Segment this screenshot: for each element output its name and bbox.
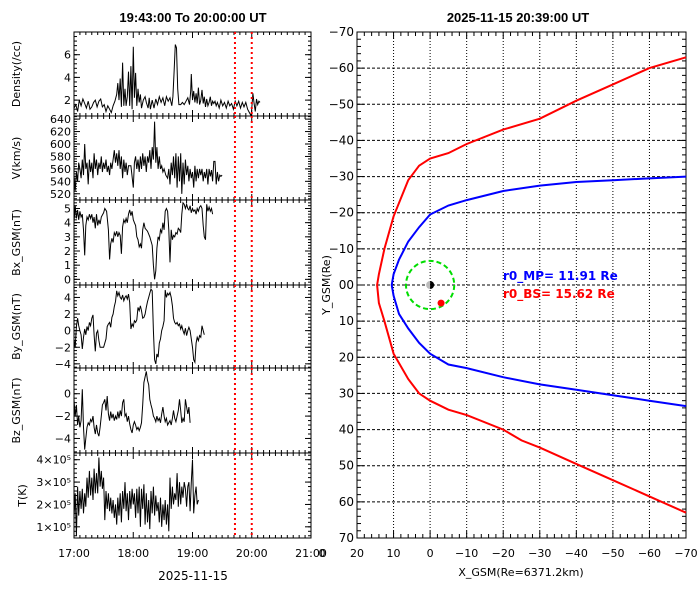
x-tick-label: −20 [492, 547, 515, 560]
x-tick-label: 18:00 [117, 547, 149, 560]
y-tick-label: 50 [339, 459, 354, 473]
y-tick-label: 1 [64, 259, 71, 272]
x-tick-label: −10 [455, 547, 478, 560]
y-tick-label: 520 [50, 188, 71, 201]
satellite-marker [437, 299, 445, 307]
panel-frame [73, 31, 312, 117]
y-tick-label: 1×10⁵ [36, 521, 71, 534]
series-line-density [73, 44, 261, 118]
y-tick-label: 0 [64, 388, 71, 401]
magnetosphere-chart: 20 10 0 −10 −20 −30 −40 −50 −60 −70 0 −70 −60 −50 −40 −… [319, 25, 698, 560]
x-tick-label: −40 [565, 547, 588, 560]
x-tick-label: 17:00 [58, 547, 90, 560]
series-line-by_gsm [73, 287, 205, 365]
earth-day-side-icon [426, 281, 431, 289]
right-ylabel: Y_GSM(Re) [320, 255, 333, 316]
y-tick-label: 4 [64, 217, 71, 230]
y-tick-label: −2 [55, 341, 71, 354]
timeseries-chart: 246Density(/cc)520540560580600620640V(km… [10, 31, 327, 560]
y-tick-label: 560 [50, 163, 71, 176]
x-tick-label: 20 [350, 547, 364, 560]
geosync-orbit-circle [404, 259, 456, 311]
y-tick-label: 620 [50, 126, 71, 139]
y-tick-label: −30 [329, 170, 354, 184]
series-line-velocity [73, 121, 223, 194]
y-tick-label: −50 [329, 97, 354, 111]
y-tick-label: 20 [339, 350, 354, 364]
y-tick-label: −40 [329, 133, 354, 147]
annotation-bs: r0_BS= 15.62 Re [503, 287, 615, 302]
x-tick-label: 21:00 [295, 547, 327, 560]
y-tick-label: −4 [55, 432, 71, 445]
y-tick-label: 580 [50, 150, 71, 163]
panel-bz_gsm: −4 −2 0 Bz_GSM(nT) [10, 367, 312, 454]
y-tick-label: 30 [339, 386, 354, 400]
y-tick-label: 4 [64, 291, 71, 304]
y-axis-label: Bx_GSM(nT) [10, 209, 23, 276]
y-tick-label: 5 [64, 203, 71, 216]
y-tick-label: 10 [339, 314, 354, 328]
y-axis-label: By_GSM(nT) [10, 293, 23, 360]
y-tick-label: 2×10⁵ [36, 498, 71, 511]
y-tick-label: 3×10⁵ [36, 476, 71, 489]
y-tick-label: 2 [64, 245, 71, 258]
x-tick-label: 20:00 [236, 547, 268, 560]
boundary-line-bow_shock [376, 56, 687, 514]
y-axis-label: V(km/s) [10, 137, 23, 180]
y-tick-label: 640 [50, 113, 71, 126]
y-tick-label: −70 [329, 25, 354, 39]
y-tick-label: −2 [55, 410, 71, 423]
panel-frame [73, 367, 312, 454]
earth-night-side-icon [430, 281, 435, 289]
y-tick-label: 600 [50, 138, 71, 151]
y-axis-label: Density(/cc) [10, 41, 23, 107]
x-tick-label: 0 [427, 547, 434, 560]
panel-frame [73, 199, 312, 286]
panel-density: 2 4 6 Density(/cc) [10, 31, 312, 118]
y-tick-label: −60 [329, 61, 354, 75]
y-axis-label: T(K) [16, 484, 29, 508]
y-tick-label: 3 [64, 231, 71, 244]
x-tick-label: 19:00 [177, 547, 209, 560]
panel-by_gsm: −4 −2 0 2 4 By_GSM(nT) [10, 284, 312, 371]
right-xlabel: X_GSM(Re=6371.2km) [458, 566, 583, 579]
left-title: 19:43:00 To 20:00:00 UT [119, 10, 266, 25]
y-tick-label: −10 [329, 242, 354, 256]
x-tick-label: −60 [638, 547, 661, 560]
panel-temperature: 1×10⁵ 2×10⁵ 3×10⁵ 4×10⁵ T(K) [16, 452, 312, 539]
panel-frame [73, 115, 312, 201]
y-tick-label: 4×10⁵ [36, 454, 71, 467]
y-tick-label: 2 [64, 308, 71, 321]
x-tick-label: −30 [528, 547, 551, 560]
y-tick-label: 6 [64, 49, 71, 62]
y-tick-label: 540 [50, 175, 71, 188]
y-axis-label: Bz_GSM(nT) [10, 377, 23, 443]
y-tick-label: 0 [64, 273, 71, 286]
left-xlabel: 2025-11-15 [158, 569, 228, 583]
panel-frame [73, 284, 312, 369]
series-line-bx_gsm [73, 201, 214, 280]
right-title: 2025-11-15 20:39:00 UT [447, 10, 589, 25]
y-tick-label: 40 [339, 423, 354, 437]
x-tick-label: 10 [387, 547, 401, 560]
y-tick-label: −4 [55, 358, 71, 371]
y-tick-label: 70 [339, 531, 354, 545]
series-line-temperature [73, 457, 199, 536]
series-line-bz_gsm [73, 371, 191, 450]
y-tick-label: 0 [64, 325, 71, 338]
x-tick-label: −70 [674, 547, 697, 560]
y-tick-label: 2 [64, 94, 71, 107]
y-tick-label: −20 [329, 206, 354, 220]
y-tick-label: 00 [339, 278, 354, 292]
boundary-line-magnetopause [390, 175, 687, 408]
annotation-mp: r0_MP= 11.91 Re [503, 269, 618, 284]
y-tick-label: 4 [64, 71, 71, 84]
y-tick-label: 60 [339, 495, 354, 509]
x-tick-label-clipped: 0 [319, 547, 326, 560]
x-tick-label: −50 [601, 547, 624, 560]
